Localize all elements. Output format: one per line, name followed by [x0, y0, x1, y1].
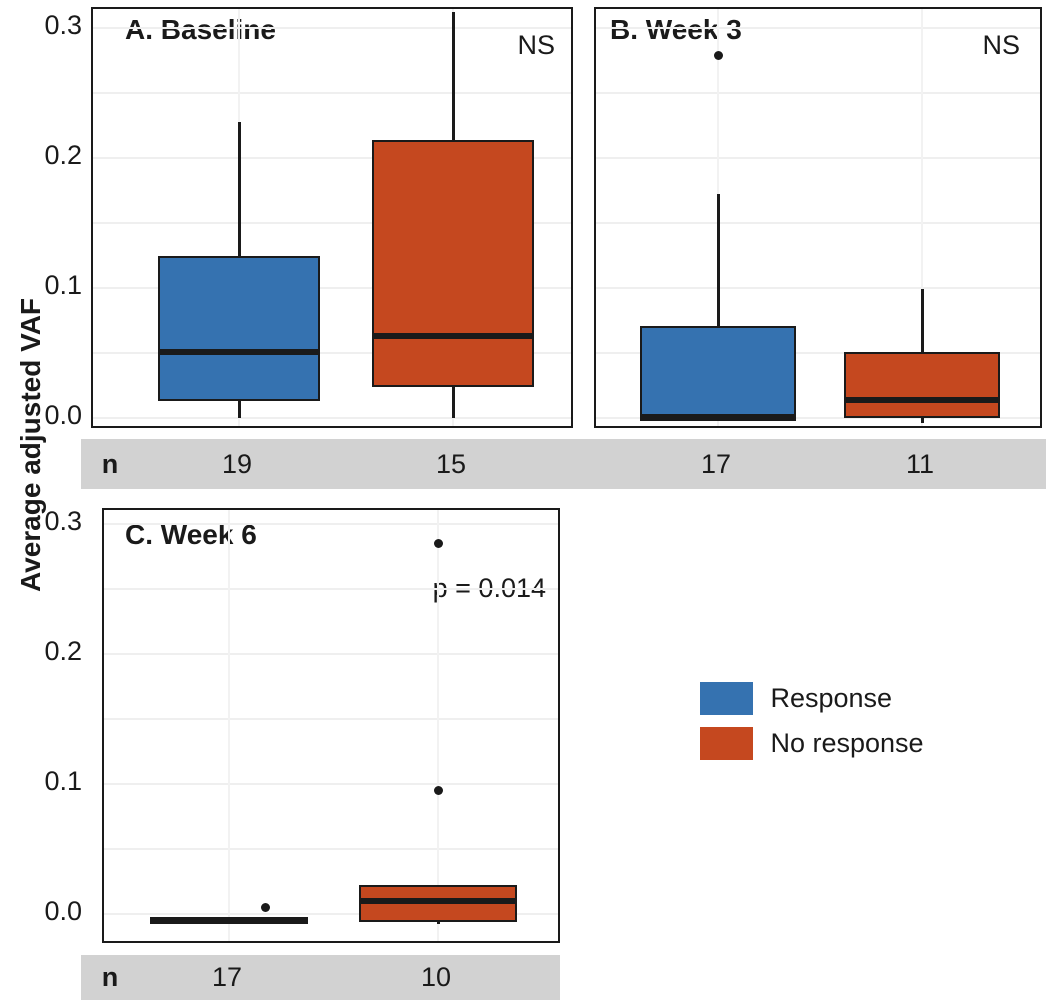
panel-c-week6: C. Week 6 p = 0.014	[102, 508, 560, 943]
gridline	[93, 222, 571, 224]
n-row-label: n	[101, 449, 119, 479]
y-tick-label: 0.3	[44, 506, 82, 536]
outlier-point	[713, 50, 723, 60]
n-value-c-no-response: 10	[420, 962, 452, 992]
gridline	[596, 352, 1040, 354]
panel-b-significance: NS	[982, 30, 1020, 60]
y-tick-label: 0.1	[44, 766, 82, 796]
y-tick-label: 0.0	[44, 896, 82, 926]
n-value-b-response: 17	[700, 449, 732, 479]
gridline	[596, 92, 1040, 94]
gridline	[93, 287, 571, 289]
y-tick-label: 0.2	[44, 140, 82, 170]
whisker-line	[716, 194, 720, 421]
n-value-a-response: 19	[221, 449, 253, 479]
panel-c-pvalue: p = 0.014	[432, 573, 546, 603]
outlier-point	[433, 786, 443, 795]
response-color-swatch	[700, 682, 753, 715]
gridline	[596, 287, 1040, 289]
legend-item-no-response: No response	[700, 727, 924, 760]
gridline	[921, 9, 923, 426]
median-line	[372, 333, 534, 340]
y-tick-label: 0.3	[44, 10, 82, 40]
median-line	[640, 413, 796, 420]
gridline	[104, 523, 558, 525]
panel-b-week3: B. Week 3 NS	[594, 7, 1042, 428]
median-line	[844, 396, 1000, 403]
legend-label-response: Response	[770, 683, 893, 713]
gridline	[93, 92, 571, 94]
n-value-c-response: 17	[211, 962, 243, 992]
gridline	[104, 653, 558, 655]
box-response	[158, 255, 320, 402]
gridline	[228, 510, 230, 941]
gridline	[104, 848, 558, 850]
box-response	[640, 325, 796, 421]
sample-size-strip-bottom: n 17 10	[81, 955, 560, 1000]
gridline	[104, 913, 558, 915]
panel-a-baseline: A. Baseline NS	[91, 7, 573, 428]
y-tick-label: 0.2	[44, 636, 82, 666]
outlier-point	[260, 903, 270, 912]
gridline	[596, 157, 1040, 159]
legend: Response No response	[700, 682, 924, 772]
gridline	[93, 27, 571, 29]
median-line	[150, 917, 308, 924]
median-line	[359, 898, 517, 904]
panel-a-significance: NS	[517, 30, 555, 60]
legend-item-response: Response	[700, 682, 924, 715]
panel-a-title: A. Baseline	[125, 14, 276, 45]
outlier-point	[433, 539, 443, 548]
legend-label-no-response: No response	[770, 728, 924, 758]
y-tick-label: 0.0	[44, 400, 82, 430]
gridline	[93, 417, 571, 419]
n-row-label: n	[101, 962, 119, 992]
gridline	[104, 783, 558, 785]
gridline	[596, 222, 1040, 224]
no-response-color-swatch	[700, 727, 753, 760]
gridline	[104, 718, 558, 720]
n-value-b-no-response: 11	[905, 449, 935, 479]
gridline	[104, 588, 558, 590]
sample-size-strip-top: n 19 15 17 11	[81, 439, 1046, 489]
box-no-response	[844, 351, 1000, 418]
gridline	[596, 27, 1040, 29]
gridline	[437, 510, 439, 941]
gridline	[596, 417, 1040, 419]
y-axis-label: Average adjusted VAF	[15, 297, 46, 593]
median-line	[158, 348, 320, 355]
panel-b-title: B. Week 3	[610, 14, 742, 45]
gridline	[93, 157, 571, 159]
box-no-response	[372, 139, 534, 387]
y-tick-label: 0.1	[44, 270, 82, 300]
n-value-a-no-response: 15	[435, 449, 467, 479]
gridline	[93, 352, 571, 354]
